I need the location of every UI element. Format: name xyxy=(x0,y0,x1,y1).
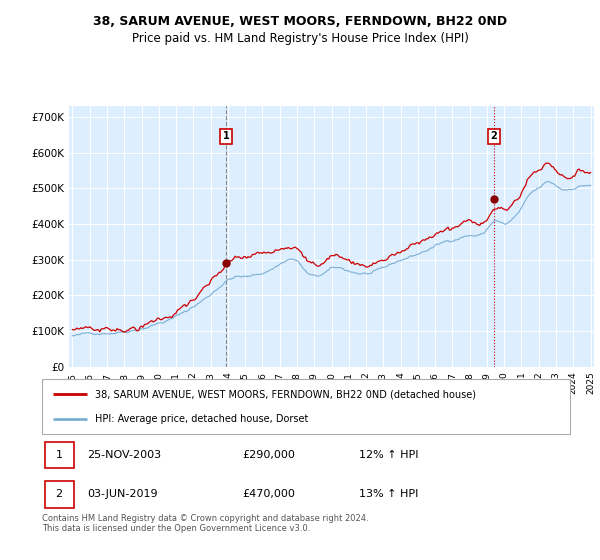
Text: 1: 1 xyxy=(223,132,230,141)
Text: Price paid vs. HM Land Registry's House Price Index (HPI): Price paid vs. HM Land Registry's House … xyxy=(131,31,469,45)
Text: 38, SARUM AVENUE, WEST MOORS, FERNDOWN, BH22 0ND (detached house): 38, SARUM AVENUE, WEST MOORS, FERNDOWN, … xyxy=(95,390,476,399)
Text: 25-NOV-2003: 25-NOV-2003 xyxy=(87,450,161,460)
Text: 38, SARUM AVENUE, WEST MOORS, FERNDOWN, BH22 0ND: 38, SARUM AVENUE, WEST MOORS, FERNDOWN, … xyxy=(93,15,507,28)
FancyBboxPatch shape xyxy=(44,442,74,468)
Text: 12% ↑ HPI: 12% ↑ HPI xyxy=(359,450,418,460)
Text: Contains HM Land Registry data © Crown copyright and database right 2024.
This d: Contains HM Land Registry data © Crown c… xyxy=(42,514,368,534)
Text: 13% ↑ HPI: 13% ↑ HPI xyxy=(359,489,418,499)
Text: HPI: Average price, detached house, Dorset: HPI: Average price, detached house, Dors… xyxy=(95,414,308,423)
Text: £290,000: £290,000 xyxy=(242,450,296,460)
Text: 2: 2 xyxy=(490,132,497,141)
FancyBboxPatch shape xyxy=(42,379,570,434)
FancyBboxPatch shape xyxy=(44,481,74,507)
Text: £470,000: £470,000 xyxy=(242,489,296,499)
Text: 1: 1 xyxy=(56,450,62,460)
Text: 2: 2 xyxy=(56,489,63,499)
Text: 03-JUN-2019: 03-JUN-2019 xyxy=(87,489,158,499)
